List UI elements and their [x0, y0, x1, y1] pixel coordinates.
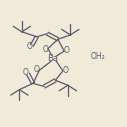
Text: O: O [26, 42, 32, 51]
Text: Ba: Ba [47, 54, 58, 63]
Text: O: O [42, 45, 48, 54]
Text: O: O [63, 46, 69, 55]
Text: O: O [34, 65, 39, 74]
Text: OH₂: OH₂ [91, 52, 106, 61]
Text: O: O [63, 66, 69, 75]
Text: O: O [22, 68, 28, 77]
